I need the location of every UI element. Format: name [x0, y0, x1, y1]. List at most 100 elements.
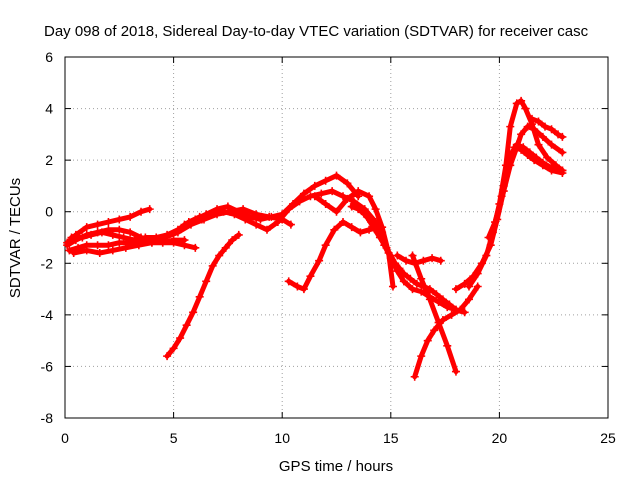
- data-point: [160, 233, 169, 242]
- chart-title: Day 098 of 2018, Sidereal Day-to-day VTE…: [44, 23, 589, 40]
- data-point: [115, 238, 124, 247]
- data-point: [491, 218, 500, 227]
- data-point: [208, 210, 217, 219]
- data-point: [517, 96, 526, 105]
- data-point: [547, 140, 556, 149]
- data-point: [95, 248, 104, 257]
- data-point: [423, 336, 432, 345]
- data-point: [202, 277, 211, 286]
- data-point: [145, 205, 154, 214]
- data-point: [527, 114, 536, 123]
- data-point: [473, 269, 482, 278]
- data-point: [256, 215, 265, 224]
- data-point: [134, 241, 143, 250]
- data-point: [108, 246, 117, 255]
- data-point: [534, 117, 543, 126]
- data-point: [347, 223, 356, 232]
- data-point: [482, 251, 491, 260]
- data-point: [519, 143, 528, 152]
- data-point: [262, 225, 271, 234]
- data-point: [195, 292, 204, 301]
- data-point: [484, 233, 493, 242]
- data-point: [321, 241, 330, 250]
- data-point: [451, 285, 460, 294]
- tick-layer: 0 5 10 15 20 25 -8 -6 -4 -2 0 2 4 6: [41, 49, 616, 446]
- data-point: [506, 150, 515, 159]
- data-point: [434, 297, 443, 306]
- data-point: [386, 254, 395, 263]
- data-point: [410, 259, 419, 268]
- data-point: [315, 256, 324, 265]
- series-track-s: [499, 140, 567, 190]
- data-point: [252, 220, 261, 229]
- data-point: [447, 310, 456, 319]
- series-line: [164, 232, 242, 359]
- data-point: [169, 344, 178, 353]
- series-line: [394, 253, 444, 266]
- data-point: [408, 251, 417, 260]
- data-point: [521, 104, 530, 113]
- data-point: [169, 236, 178, 245]
- data-point: [554, 130, 563, 139]
- data-point: [547, 125, 556, 134]
- x-tick-label: 5: [170, 430, 178, 446]
- data-point: [506, 122, 515, 131]
- data-point: [558, 148, 567, 157]
- data-point: [378, 223, 387, 232]
- data-point: [464, 282, 473, 291]
- y-tick-label: 2: [45, 152, 53, 168]
- series-track-t: [527, 114, 567, 141]
- data-point: [456, 305, 465, 314]
- data-point: [221, 243, 230, 252]
- data-point: [402, 256, 411, 265]
- x-tick-label: 0: [61, 430, 69, 446]
- data-point: [354, 205, 363, 214]
- series-line: [286, 219, 381, 292]
- data-point: [273, 218, 282, 227]
- data-point: [330, 225, 339, 234]
- data-point: [538, 158, 547, 167]
- data-point: [82, 246, 91, 255]
- y-tick-label: -2: [41, 255, 54, 271]
- data-point: [115, 225, 124, 234]
- data-point: [393, 251, 402, 260]
- data-point: [82, 223, 91, 232]
- data-point: [108, 230, 117, 239]
- data-point: [93, 220, 102, 229]
- data-point: [410, 372, 419, 381]
- data-point: [425, 295, 434, 304]
- series-track-i: [284, 218, 382, 294]
- series-track-n: [410, 282, 482, 381]
- data-point: [219, 207, 228, 216]
- data-point: [69, 248, 78, 257]
- x-tick-label: 25: [600, 430, 616, 446]
- data-point: [97, 228, 106, 237]
- data-point: [87, 230, 96, 239]
- data-point: [176, 334, 185, 343]
- data-point: [419, 256, 428, 265]
- data-point: [332, 207, 341, 216]
- data-point: [173, 228, 182, 237]
- data-point: [347, 202, 356, 211]
- data-point: [460, 308, 469, 317]
- series-track-c: [65, 236, 189, 255]
- data-point: [121, 243, 130, 252]
- y-tick-label: 4: [45, 101, 53, 117]
- data-point: [310, 192, 319, 201]
- data-point: [299, 189, 308, 198]
- data-point: [499, 181, 508, 190]
- data-point: [538, 132, 547, 141]
- data-point: [147, 238, 156, 247]
- data-point: [284, 205, 293, 214]
- series-layer: [63, 96, 567, 381]
- data-point: [371, 205, 380, 214]
- data-point: [356, 228, 365, 237]
- data-point: [393, 267, 402, 276]
- data-point: [332, 171, 341, 180]
- data-point: [126, 212, 135, 221]
- y-tick-label: -6: [41, 358, 54, 374]
- data-point: [182, 321, 191, 330]
- y-tick-label: 6: [45, 49, 53, 65]
- data-point: [189, 308, 198, 317]
